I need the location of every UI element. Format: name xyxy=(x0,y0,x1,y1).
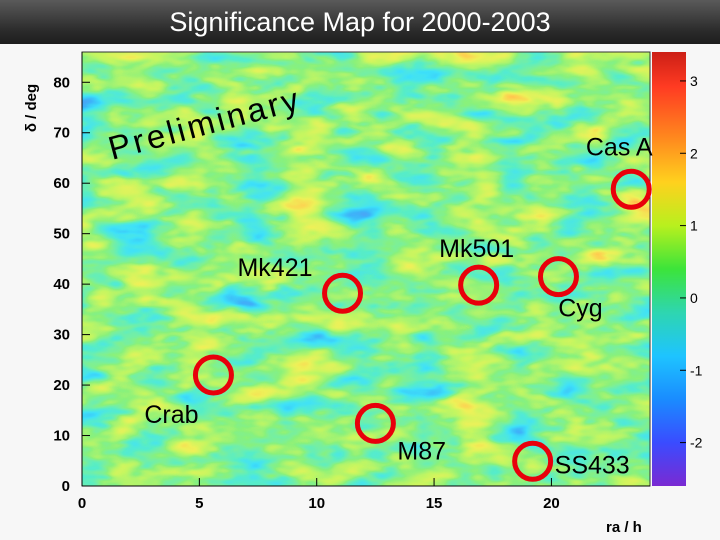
source-label: Cyg xyxy=(558,295,602,323)
colorbar-tick-label: -1 xyxy=(690,362,703,378)
source-label: SS433 xyxy=(555,451,630,479)
source-label: Mk501 xyxy=(439,235,514,263)
x-tick-label: 5 xyxy=(195,495,203,512)
chart-title: Significance Map for 2000-2003 xyxy=(169,7,551,37)
y-tick-label: 10 xyxy=(53,428,70,445)
colorbar-tick-label: 0 xyxy=(690,290,698,306)
colorbar-tick-label: 3 xyxy=(690,73,698,89)
y-tick-label: 70 xyxy=(53,125,70,142)
source-marker xyxy=(354,402,396,444)
y-axis-title: δ / deg xyxy=(23,84,40,132)
colorbar-tick-label: 1 xyxy=(690,218,698,234)
title-bar: Significance Map for 2000-2003 xyxy=(0,0,720,44)
y-tick-label: 20 xyxy=(53,377,70,394)
x-tick-label: 10 xyxy=(308,495,325,512)
colorbar-tick-label: -2 xyxy=(690,435,703,451)
heatmap-surface xyxy=(82,52,650,486)
source-marker xyxy=(512,440,554,482)
y-axis: 0 10 20 30 40 50 60 70 80 xyxy=(53,52,90,495)
y-tick-label: 40 xyxy=(53,276,70,293)
y-tick-label: 80 xyxy=(53,74,70,91)
source-label: Mk421 xyxy=(237,254,312,282)
source-marker xyxy=(192,354,234,396)
x-axis-title: ra / h xyxy=(606,519,642,536)
source-marker xyxy=(322,272,364,314)
source-label: M87 xyxy=(397,437,446,465)
source-label: Cas A xyxy=(586,133,653,161)
colorbar xyxy=(652,52,686,486)
source-markers: Cas A Mk421 Mk501 Cyg Crab M87 SS433 xyxy=(144,133,653,482)
y-tick-label: 0 xyxy=(62,478,70,495)
colorbar-ticks: 3 2 1 0 -1 -2 xyxy=(680,73,703,451)
y-tick-label: 50 xyxy=(53,226,70,243)
x-tick-label: 15 xyxy=(426,495,443,512)
source-marker xyxy=(537,256,579,298)
source-marker xyxy=(610,168,652,210)
y-tick-label: 60 xyxy=(53,175,70,192)
source-marker xyxy=(458,264,500,306)
source-label: Crab xyxy=(144,401,198,429)
colorbar-tick-label: 2 xyxy=(690,145,698,161)
x-tick-label: 0 xyxy=(78,495,86,512)
x-tick-label: 20 xyxy=(543,495,560,512)
y-tick-label: 30 xyxy=(53,327,70,344)
